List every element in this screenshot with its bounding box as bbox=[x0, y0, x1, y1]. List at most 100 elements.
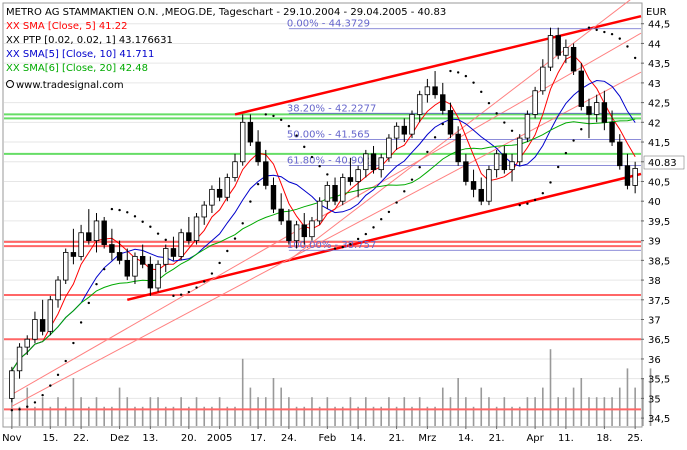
volume-bar bbox=[188, 406, 190, 426]
legend-title: METRO AG STAMMAKTIEN O.N. ,MEOG.DE, Tage… bbox=[6, 7, 446, 18]
sar-dot bbox=[241, 222, 244, 225]
volume-bar bbox=[572, 387, 575, 426]
candle-body bbox=[63, 252, 69, 281]
volume-bar bbox=[465, 397, 467, 426]
upper-channel-line bbox=[234, 14, 642, 116]
x-tick-label: 18. bbox=[596, 433, 612, 444]
sar-dot bbox=[449, 69, 452, 73]
x-tick-label: 13. bbox=[142, 433, 158, 444]
candle-body bbox=[270, 185, 277, 210]
sar-dot bbox=[18, 408, 21, 411]
sar-dot bbox=[118, 208, 121, 212]
sar-dot bbox=[164, 238, 167, 242]
sar-dot bbox=[595, 28, 598, 32]
sar-dot bbox=[333, 247, 337, 250]
volume-bar bbox=[549, 349, 552, 426]
sar-dot bbox=[572, 139, 575, 142]
sar-dot bbox=[141, 220, 144, 223]
candle-body bbox=[55, 279, 61, 301]
volume-bar bbox=[95, 397, 98, 426]
volume-bar bbox=[495, 406, 498, 426]
currency-label: EUR bbox=[646, 7, 667, 18]
candle-body bbox=[416, 94, 423, 115]
x-tick-label: 25. bbox=[627, 433, 643, 444]
candle-body bbox=[570, 46, 577, 72]
volume-bar bbox=[649, 368, 652, 426]
volume-bar bbox=[241, 358, 244, 426]
volume-bar bbox=[518, 406, 521, 426]
x-tick-label: Feb bbox=[318, 433, 336, 444]
sar-dot bbox=[187, 290, 191, 294]
y-tick-label: 35 bbox=[648, 394, 661, 405]
candle-body bbox=[16, 346, 23, 372]
candle-body bbox=[209, 188, 215, 206]
candle-body bbox=[86, 232, 92, 242]
volume-bar bbox=[103, 406, 105, 426]
volume-bar bbox=[372, 406, 375, 426]
legend-ptp: XX PTP [0.02, 0.02, 1] 43.176631 bbox=[6, 35, 173, 46]
x-tick-label: 24. bbox=[281, 433, 297, 444]
fib-label: 38.20% - 42.2277 bbox=[287, 103, 376, 114]
candle-body bbox=[316, 200, 323, 222]
volume-bar bbox=[534, 397, 536, 426]
y-tick-label: 41,5 bbox=[648, 138, 670, 149]
candle-body bbox=[147, 263, 154, 289]
candle-body bbox=[632, 168, 638, 186]
source-link[interactable]: www.tradesignal.com bbox=[16, 80, 124, 91]
candle-body bbox=[409, 114, 415, 135]
legend: METRO AG STAMMAKTIEN O.N. ,MEOG.DE, Tage… bbox=[6, 7, 446, 91]
candle-body bbox=[617, 141, 623, 167]
y-tick-label: 38,5 bbox=[648, 256, 670, 267]
volume-bar bbox=[357, 406, 359, 426]
y-tick-label: 42 bbox=[648, 118, 661, 129]
last-price-label: 40.83 bbox=[648, 158, 677, 169]
sar-dot bbox=[418, 166, 421, 169]
candle-body bbox=[486, 169, 492, 202]
y-axis: EUR 34,5 35 35,5 36 36,5 37 37,5 38 38,5 39 39,5 40… bbox=[641, 7, 685, 425]
volume-bar bbox=[618, 387, 621, 426]
volume-bar bbox=[349, 397, 352, 426]
volume-bar bbox=[141, 406, 144, 426]
sar-dot bbox=[133, 215, 137, 218]
sar-dot bbox=[318, 164, 321, 168]
sar-dot bbox=[495, 112, 498, 115]
sar-dot bbox=[26, 405, 29, 408]
sar-dot bbox=[356, 237, 360, 241]
candle-body bbox=[109, 244, 115, 253]
sar-dot bbox=[541, 192, 545, 195]
candle-body bbox=[501, 153, 508, 171]
x-axis: Nov 15. 22. Dez 13. 20. 2005 17. 24. Feb 14. 21. Mrz… bbox=[2, 426, 643, 444]
candle-body bbox=[332, 185, 338, 202]
candle-body bbox=[601, 102, 608, 123]
volume-bar bbox=[588, 397, 590, 426]
volume-bar bbox=[257, 397, 259, 426]
y-tick-label: 40 bbox=[648, 197, 661, 208]
candle-body bbox=[263, 161, 269, 186]
sar-dot bbox=[256, 182, 260, 186]
volume-bars bbox=[11, 349, 652, 426]
sar-dot bbox=[364, 232, 368, 236]
sar-dot bbox=[303, 145, 306, 149]
y-tick-label: 43,5 bbox=[648, 59, 670, 70]
sar-dot bbox=[95, 282, 98, 286]
volume-bar bbox=[365, 397, 367, 426]
sar-dot bbox=[433, 136, 437, 139]
volume-bar bbox=[34, 406, 36, 426]
volume-bar bbox=[180, 397, 182, 426]
volume-bar bbox=[611, 397, 613, 426]
sar-dot bbox=[456, 71, 460, 74]
legend-sma5: XX SMA [Close, 5] 41.22 bbox=[6, 21, 127, 32]
sar-dot bbox=[349, 242, 352, 246]
sar-dot bbox=[172, 294, 175, 298]
sar-dot bbox=[49, 384, 52, 387]
candle-body bbox=[232, 161, 238, 178]
candle-body bbox=[586, 106, 592, 115]
sar-dot bbox=[603, 30, 606, 34]
sar-dot bbox=[395, 201, 398, 204]
sar-dot bbox=[56, 373, 60, 377]
candle-body bbox=[78, 232, 84, 257]
volume-bar bbox=[272, 378, 275, 426]
volume-bar bbox=[326, 397, 329, 426]
candle-body bbox=[101, 220, 107, 245]
